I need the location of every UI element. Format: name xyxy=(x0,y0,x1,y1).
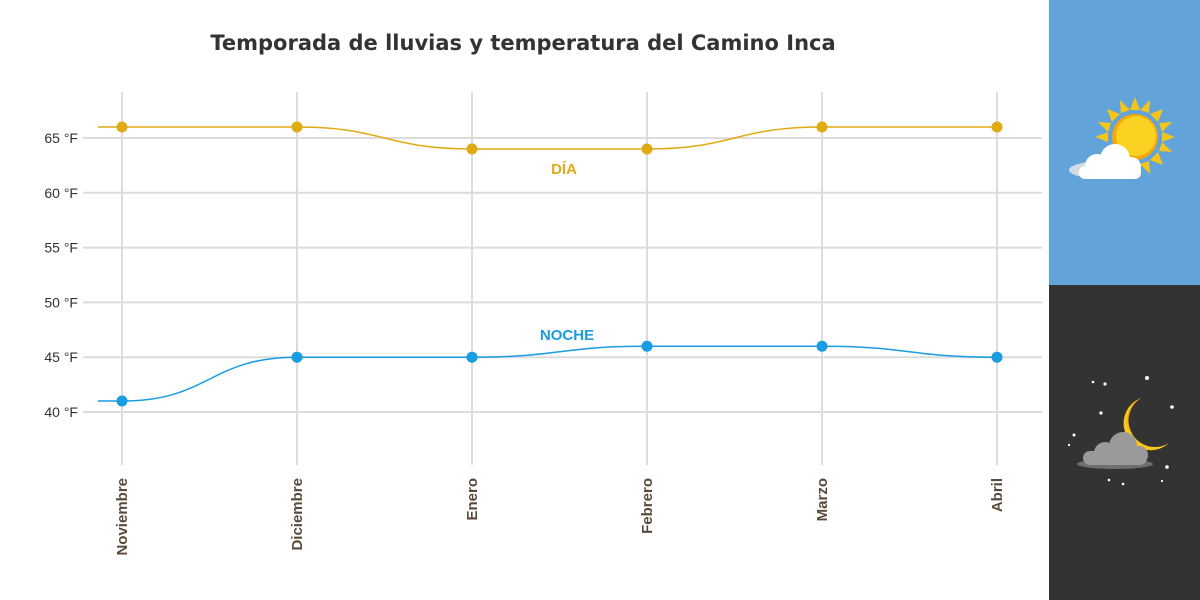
data-point-noche xyxy=(291,351,303,363)
y-tick-label: 40 °F xyxy=(44,404,78,420)
sun-cloud-icon xyxy=(1069,97,1175,179)
x-tick-label: Febrero xyxy=(639,478,656,534)
x-tick-label: Diciembre xyxy=(289,478,306,551)
night-panel xyxy=(1049,285,1200,600)
data-point-dia xyxy=(641,143,653,155)
series-label-noche: NOCHE xyxy=(540,327,594,344)
data-point-noche xyxy=(816,340,828,352)
day-panel xyxy=(1049,0,1200,285)
x-tick-label: Marzo xyxy=(814,478,831,521)
y-tick-label: 60 °F xyxy=(44,185,78,201)
data-point-noche xyxy=(466,351,478,363)
series-label-dia: DÍA xyxy=(551,161,577,178)
y-tick-label: 45 °F xyxy=(44,349,78,365)
data-point-noche xyxy=(641,340,653,352)
x-tick-label: Abril xyxy=(989,478,1006,512)
x-axis-ticks: Noviembre Diciembre Enero Febrero Marzo Abril xyxy=(114,478,1006,556)
data-point-noche xyxy=(116,395,128,407)
grid xyxy=(83,92,1042,465)
y-tick-label: 55 °F xyxy=(44,240,78,256)
y-tick-label: 65 °F xyxy=(44,130,78,146)
data-point-dia xyxy=(991,121,1003,133)
y-axis-ticks: 40 °F 45 °F 50 °F 55 °F 60 °F 65 °F xyxy=(44,130,78,420)
y-tick-label: 50 °F xyxy=(44,294,78,310)
data-point-noche xyxy=(991,351,1003,363)
line-chart: Temporada de lluvias y temperatura del C… xyxy=(44,31,1042,556)
series-line-dia xyxy=(98,126,997,150)
x-tick-label: Enero xyxy=(464,478,481,521)
chart-title: Temporada de lluvias y temperatura del C… xyxy=(210,31,835,55)
data-point-dia xyxy=(466,143,478,155)
data-point-dia xyxy=(816,121,828,133)
series-group: DÍA NOCHE xyxy=(98,121,1003,407)
series-line-noche xyxy=(98,345,998,402)
data-point-dia xyxy=(116,121,128,133)
x-tick-label: Noviembre xyxy=(114,478,131,556)
moon-cloud-icon xyxy=(1067,376,1174,486)
data-point-dia xyxy=(291,121,303,133)
